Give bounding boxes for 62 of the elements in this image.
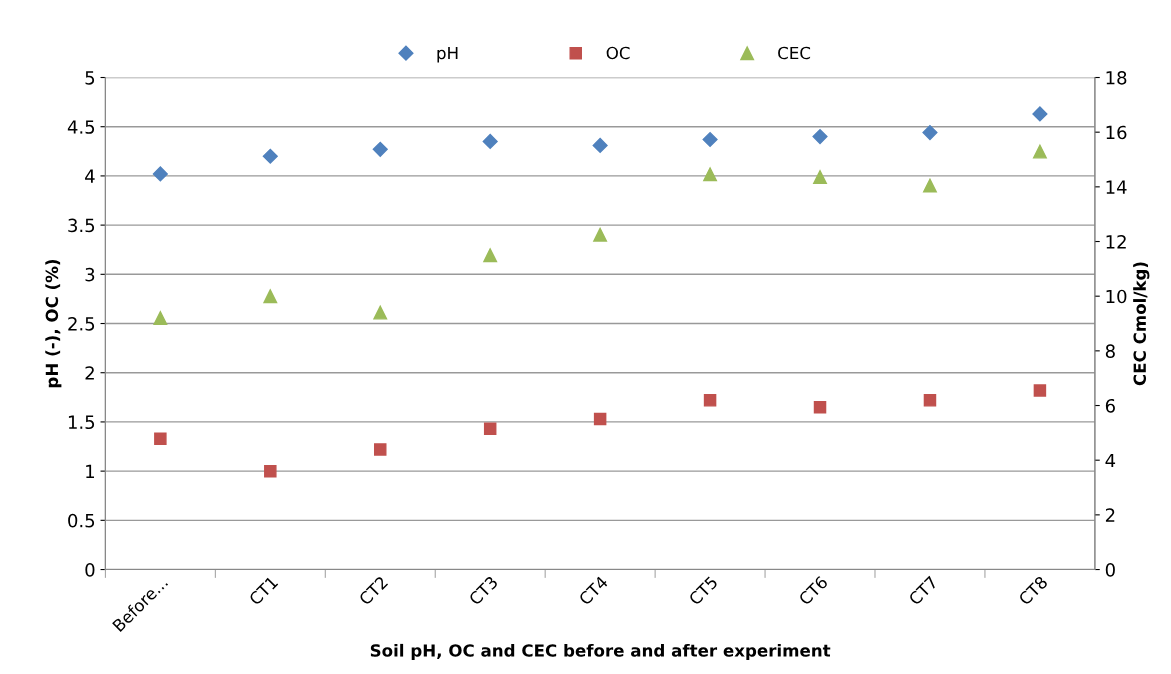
point	[923, 178, 937, 193]
x-tick-label: CT3	[468, 575, 499, 606]
point	[703, 394, 717, 407]
x-axis-title: Soil pH, OC and CEC before and after experiment	[370, 643, 831, 661]
point	[593, 227, 608, 242]
point	[482, 133, 498, 150]
y2-tick-label: 4	[1105, 453, 1116, 468]
y-tick-label: 0.5	[68, 513, 95, 528]
point	[702, 131, 718, 148]
point	[813, 170, 827, 184]
point	[372, 141, 388, 157]
y-tick-label: 3.5	[68, 218, 95, 233]
y2-tick-label: 0	[1105, 562, 1115, 577]
point	[153, 311, 168, 325]
point	[1033, 384, 1047, 397]
point	[152, 166, 168, 182]
point	[483, 422, 497, 436]
y-tick-label: 4.5	[67, 120, 95, 134]
y-tick-label: 1	[86, 464, 94, 478]
y-tick-label: 2.5	[68, 316, 95, 331]
x-tick-label: CT4	[578, 575, 609, 606]
y2-tick-label: 16	[1106, 125, 1127, 140]
y2-tick-label: 8	[1105, 344, 1115, 358]
x-tick-label: CT7	[907, 575, 939, 606]
y-tick-label: 1.5	[68, 415, 95, 430]
x-tick-label: CT1	[248, 575, 279, 606]
y2-tick-label: 12	[1106, 234, 1126, 249]
point	[593, 412, 607, 426]
legend-label: CEC	[778, 46, 811, 60]
point	[373, 305, 388, 320]
y-tick-label: 0	[85, 562, 95, 577]
point	[154, 432, 167, 445]
y-axis-title: pH (-), OC (%)	[45, 259, 62, 388]
y-tick-label: 4	[85, 169, 95, 183]
y2-tick-label: 18	[1106, 70, 1127, 85]
point	[592, 137, 608, 153]
x-tick-label: CT5	[688, 575, 719, 606]
point	[923, 394, 937, 407]
point	[264, 464, 277, 478]
point	[703, 167, 718, 182]
point	[922, 125, 938, 141]
point	[1032, 144, 1047, 159]
legend-label: pH	[437, 46, 458, 63]
x-tick-label: CT6	[797, 575, 829, 606]
point	[262, 148, 278, 164]
point	[373, 443, 387, 456]
y-tick-label: 5	[85, 71, 95, 85]
x-tick-label: CT8	[1017, 575, 1049, 606]
x-tick-label: CT2	[358, 575, 389, 606]
point	[483, 248, 498, 263]
point	[812, 128, 828, 145]
y-tick-label: 2	[85, 366, 94, 380]
point	[1032, 106, 1048, 122]
y2-tick-label: 2	[1105, 508, 1115, 522]
y2-tick-label: 10	[1106, 289, 1127, 304]
legend-label: OC	[606, 46, 630, 60]
point	[263, 289, 278, 304]
y2-tick-label: 14	[1106, 180, 1127, 194]
y2-axis-title: CEC Cmol/kg)	[1133, 262, 1150, 386]
y2-tick-label: 6	[1105, 398, 1115, 413]
y-tick-label: 3	[85, 267, 95, 282]
point	[813, 400, 827, 414]
